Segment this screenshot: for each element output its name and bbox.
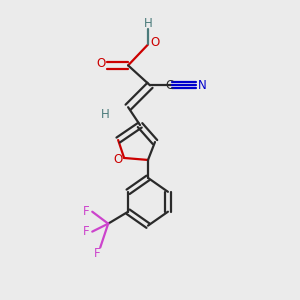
Text: O: O: [151, 37, 160, 50]
Text: O: O: [96, 57, 105, 70]
Text: H: H: [144, 17, 152, 30]
Text: O: O: [113, 153, 122, 166]
Text: F: F: [82, 225, 89, 238]
Text: H: H: [100, 108, 109, 121]
Text: F: F: [94, 247, 101, 260]
Text: N: N: [198, 79, 207, 92]
Text: F: F: [82, 205, 89, 218]
Text: C: C: [165, 79, 174, 92]
